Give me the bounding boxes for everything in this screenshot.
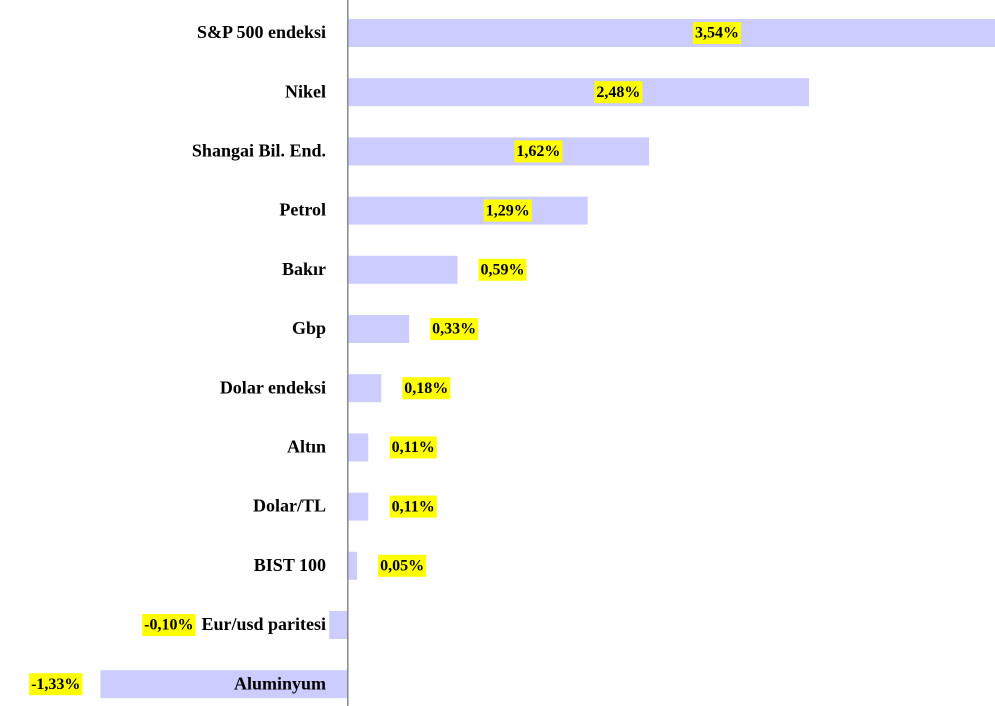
bar: [347, 315, 410, 343]
bar: [347, 137, 650, 166]
value-label-background: [594, 81, 643, 104]
category-label: Bakır: [282, 259, 326, 279]
bar: [347, 374, 382, 403]
bar: [347, 492, 369, 521]
bar: [347, 255, 458, 284]
plot-area: [100, 19, 995, 699]
bar: [347, 19, 995, 47]
value-label-background: [142, 614, 196, 636]
value-label: 1,62%: [516, 143, 560, 160]
value-label: -1,33%: [31, 676, 80, 693]
category-label: Nikel: [285, 81, 326, 101]
value-label: -0,10%: [144, 617, 193, 634]
value-label: 1,29%: [486, 202, 530, 219]
value-label-background: [389, 436, 437, 459]
bar: [347, 78, 810, 107]
category-label: Dolar/TL: [253, 496, 326, 516]
value-label-background: [483, 199, 532, 222]
value-label-background: [29, 673, 83, 696]
category-label: BIST 100: [254, 555, 326, 575]
value-label-background: [389, 495, 437, 518]
value-label-background: [514, 140, 563, 163]
value-label: 0,11%: [392, 439, 435, 456]
value-label: 3,54%: [695, 25, 739, 42]
bar: [347, 433, 369, 462]
value-label-background: [402, 377, 451, 400]
value-label-background: [378, 554, 427, 577]
value-label-background: [692, 22, 741, 44]
value-label: 0,59%: [481, 261, 525, 278]
category-label: Petrol: [279, 200, 326, 220]
bar: [347, 551, 358, 580]
category-label: Dolar endeksi: [220, 377, 326, 397]
value-label: 2,48%: [596, 84, 640, 101]
bar: [100, 670, 348, 699]
category-label: Eur/usd paritesi: [201, 614, 326, 634]
category-label: S&P 500 endeksi: [197, 22, 326, 42]
value-label: 0,05%: [380, 557, 424, 574]
value-label-background: [478, 258, 527, 281]
category-label: Aluminyum: [234, 673, 326, 693]
value-label: 0,33%: [432, 321, 476, 338]
value-label: 0,18%: [404, 380, 448, 397]
category-label: Shangai Bil. End.: [192, 141, 326, 161]
value-label: 0,11%: [392, 498, 435, 515]
category-label: Altın: [287, 437, 326, 457]
bar: [329, 611, 348, 639]
category-label: Gbp: [292, 318, 326, 338]
bar: [347, 196, 588, 225]
value-label-background: [430, 318, 479, 340]
